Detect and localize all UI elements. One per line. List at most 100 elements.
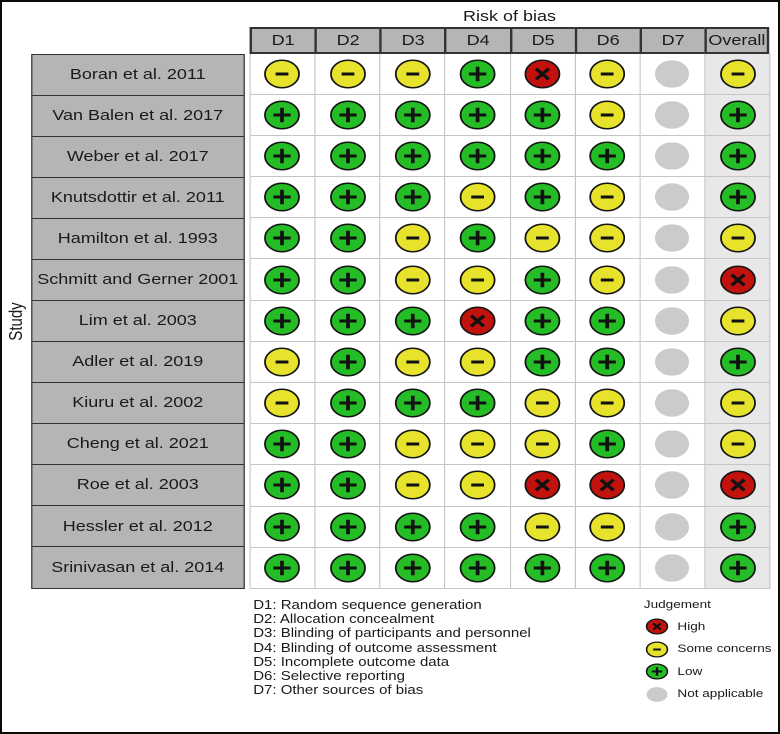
judgement-icon-low [719, 347, 756, 377]
judgement-cell [380, 135, 446, 178]
judgement-symbol-plus [338, 395, 357, 411]
judgement-icon-low [524, 347, 561, 377]
column-header-d7: D7 [639, 26, 705, 54]
judgement-icon-low [329, 182, 366, 212]
judgement-icon-low [394, 512, 431, 542]
judgement-symbol-plus [338, 519, 357, 534]
judgement-cell [510, 465, 576, 507]
judgement-cell [575, 135, 641, 178]
judgement-symbol-plus [533, 148, 552, 164]
judgement-symbol-plus [533, 354, 552, 370]
study-label: Lim et al. 2003 [32, 301, 244, 342]
judgement-cell [315, 383, 381, 425]
judgement-grid [249, 53, 771, 589]
judgement-icon-low [589, 141, 626, 171]
judgement-symbol-plus [533, 313, 552, 328]
judgement-icon-low [719, 512, 756, 542]
judgement-cell [575, 465, 641, 507]
judgement-icon-concerns [719, 223, 756, 253]
judgement-symbol-x [534, 479, 551, 492]
study-column: Boran et al. 2011 Van Balen et al. 2017 We… [30, 53, 245, 590]
judgement-cell [705, 53, 771, 95]
judgement-cell [575, 259, 641, 301]
judgement-icon-low [394, 141, 431, 171]
judgement-icon-concerns [589, 59, 626, 89]
judgement-symbol-plus [533, 560, 552, 576]
judgement-icon-low [459, 512, 496, 542]
judgement-symbol-plus [338, 272, 357, 287]
judgement-symbol-plus [273, 272, 292, 287]
judgement-symbol-plus [338, 189, 357, 205]
judgement-cell [705, 259, 771, 301]
footnote-line: D3: Blinding of participants and personn… [253, 626, 531, 641]
judgement-cell [575, 383, 641, 425]
judgement-icon-low [264, 265, 301, 295]
judgement-symbol-plus [273, 478, 292, 493]
judgement-symbol-plus [468, 66, 487, 81]
judgement-cell [640, 259, 706, 301]
judgement-cell [575, 177, 641, 219]
judgement-cell [250, 53, 316, 95]
judgement-cell [510, 177, 576, 219]
judgement-cell [315, 506, 381, 548]
judgement-symbol-plus [338, 437, 357, 452]
judgement-symbol-plus [273, 519, 292, 534]
judgement-icon-na [655, 142, 690, 170]
judgement-cell [575, 53, 641, 95]
judgement-icon-low [719, 182, 756, 212]
judgement-cell [445, 259, 511, 301]
judgement-icon-concerns [524, 223, 561, 253]
judgement-symbol-plus [403, 107, 422, 122]
judgement-symbol-x [729, 479, 746, 492]
judgement-cell [640, 506, 706, 548]
judgement-icon-low [524, 265, 561, 295]
judgement-icon-low [459, 553, 496, 583]
judgement-cell [445, 53, 511, 95]
legend-item-low: Low [644, 661, 772, 684]
judgement-icon-high [524, 59, 561, 89]
judgement-icon-concerns [589, 100, 626, 130]
judgement-icon-low [524, 141, 561, 171]
judgement-cell [250, 135, 316, 178]
study-label: Roe et al. 2003 [32, 465, 244, 506]
judgement-icon-concerns [394, 347, 431, 377]
judgement-icon-concerns [459, 182, 496, 212]
judgement-icon-concerns [589, 223, 626, 253]
judgement-cell [380, 177, 446, 219]
judgement-cell [575, 300, 641, 342]
judgement-icon-concerns [589, 512, 626, 542]
judgement-cell [380, 53, 446, 95]
study-label: Kiuru et al. 2002 [32, 383, 244, 424]
judgement-icon-concerns [524, 388, 561, 418]
footnote-line: D5: Incomplete outcome data [253, 654, 450, 669]
judgement-cell [575, 506, 641, 548]
legend-label: Not applicable [677, 688, 764, 701]
judgement-cell [510, 506, 576, 548]
judgement-icon-low [589, 306, 626, 336]
judgement-icon-na [655, 430, 690, 459]
judgement-symbol-plus [338, 231, 357, 246]
study-label: Srinivasan et al. 2014 [51, 559, 225, 577]
judgement-symbol-plus [403, 189, 422, 205]
judgement-icon-na [655, 554, 690, 582]
chart-title: Risk of bias [462, 8, 557, 25]
judgement-icon-high [589, 470, 626, 500]
judgement-icon-concerns [589, 388, 626, 418]
judgement-cell [705, 177, 771, 219]
judgement-cell [640, 53, 706, 95]
judgement-cell [315, 53, 381, 95]
judgement-icon-na [655, 224, 690, 253]
judgement-symbol-plus [273, 437, 292, 452]
judgement-icon-low [459, 141, 496, 171]
judgement-symbol-plus [338, 478, 357, 493]
judgement-cell [315, 259, 381, 301]
judgement-cell [510, 218, 576, 260]
judgement-icon-low [329, 306, 366, 336]
judgement-cell [640, 135, 706, 178]
column-header-d5: D5 [509, 26, 575, 54]
judgement-symbol-plus [273, 560, 292, 576]
domain-footnotes: D1: Random sequence generation D2: Alloca… [253, 598, 531, 697]
judgement-cell [250, 547, 316, 589]
judgement-symbol-plus [273, 189, 292, 205]
judgement-symbol-x [651, 623, 662, 631]
